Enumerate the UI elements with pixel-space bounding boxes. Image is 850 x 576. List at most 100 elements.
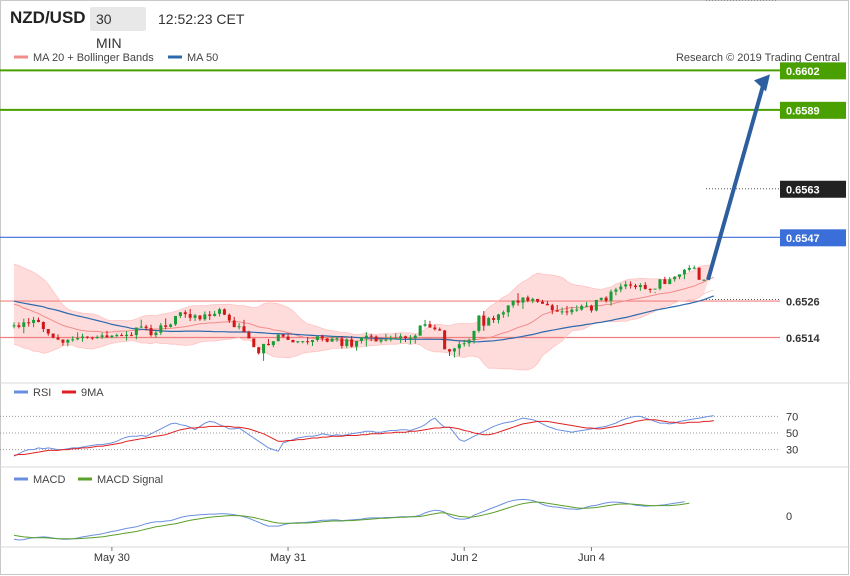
candle-body	[183, 312, 187, 315]
candle-body	[227, 314, 231, 321]
candle-body	[702, 279, 706, 281]
candle-body	[213, 313, 217, 316]
rsi-tick-30: 30	[786, 445, 798, 457]
candle-body	[413, 335, 417, 339]
forecast-arrow-head	[754, 74, 770, 92]
candle-body	[516, 300, 520, 303]
candle	[242, 319, 246, 333]
candle	[629, 281, 633, 289]
candle-body	[46, 329, 50, 334]
candle	[345, 338, 349, 348]
forecast-arrow-shaft	[706, 81, 766, 281]
candle-body	[149, 328, 153, 336]
candle-body	[193, 315, 197, 318]
timeframe-badge[interactable]: 30 MIN	[90, 7, 146, 51]
candle	[340, 335, 344, 349]
candle	[22, 318, 26, 334]
candle-body	[457, 344, 461, 349]
candle-body	[565, 311, 569, 313]
candle-body	[41, 322, 45, 329]
candle	[76, 332, 80, 341]
macd-line	[13, 498, 685, 541]
candle	[134, 327, 138, 340]
candle	[95, 335, 99, 339]
candle-body	[345, 339, 349, 346]
candle	[310, 339, 315, 346]
candle	[208, 311, 212, 320]
candle	[658, 279, 662, 291]
candle	[271, 341, 275, 348]
candle	[252, 338, 256, 348]
candle	[619, 283, 623, 293]
candle-body	[448, 349, 452, 352]
candle	[663, 276, 667, 285]
target-label-0.6602: 0.6602	[780, 62, 846, 80]
last-price-label: 0.6563	[780, 180, 846, 198]
last-price-label-text: 0.6563	[786, 184, 820, 196]
candle-body	[266, 343, 270, 346]
candle	[66, 339, 70, 347]
candle	[609, 289, 613, 306]
candle	[80, 333, 85, 342]
legend-rsi-label: RSI	[33, 387, 51, 399]
currency-pair-title: NZD/USD	[10, 8, 86, 27]
pivot-label-0.6547: 0.6547	[780, 229, 846, 247]
candle-body	[580, 305, 584, 310]
candle	[575, 305, 579, 312]
rsi-tick-70: 70	[786, 411, 798, 423]
candle-body	[125, 334, 129, 336]
candle-body	[633, 285, 638, 288]
x-tick-label: May 31	[270, 552, 306, 564]
candle	[125, 331, 129, 341]
candle	[702, 279, 706, 281]
candle	[394, 333, 398, 340]
candle	[237, 322, 241, 330]
candle-body	[624, 284, 628, 287]
rsi-line	[13, 415, 714, 457]
candle	[149, 324, 153, 337]
x-axis: May 30 May 31 Jun 2 Jun 4	[94, 547, 605, 564]
candle-body	[585, 305, 589, 307]
candle	[560, 307, 564, 315]
candle-body	[433, 327, 437, 330]
candle	[193, 313, 197, 322]
candle-body	[389, 338, 393, 340]
candle	[399, 333, 403, 343]
candle	[27, 318, 31, 327]
candle	[511, 300, 515, 308]
candle	[213, 310, 217, 317]
target-label-text: 0.6602	[786, 66, 820, 78]
candle-body	[276, 334, 280, 342]
candle	[389, 335, 393, 342]
candle-body	[594, 299, 598, 311]
candle	[550, 303, 554, 315]
candle	[71, 336, 75, 342]
candle-body	[32, 319, 36, 323]
candle	[100, 332, 104, 340]
x-tick-label: Jun 4	[578, 552, 605, 564]
candle	[154, 329, 158, 338]
candle-body	[90, 337, 94, 339]
candle-body	[262, 343, 266, 354]
candle-body	[257, 347, 261, 354]
candle	[638, 283, 642, 291]
candle-body	[536, 298, 540, 302]
candle-body	[604, 297, 608, 301]
macd-signal-line	[13, 501, 690, 540]
candle-body	[198, 315, 202, 320]
candle-body	[673, 276, 677, 280]
candle	[570, 306, 574, 315]
candle-body	[17, 325, 21, 327]
candle-body	[56, 337, 60, 340]
candle	[624, 281, 628, 290]
candle-body	[355, 340, 359, 347]
rsi-tick-50: 50	[786, 428, 798, 440]
candle-body	[232, 320, 236, 328]
candle-body	[247, 332, 251, 339]
candle	[472, 330, 476, 344]
candle-body	[467, 340, 471, 344]
candle	[379, 339, 383, 344]
candle-body	[222, 309, 226, 315]
candle	[457, 341, 461, 356]
